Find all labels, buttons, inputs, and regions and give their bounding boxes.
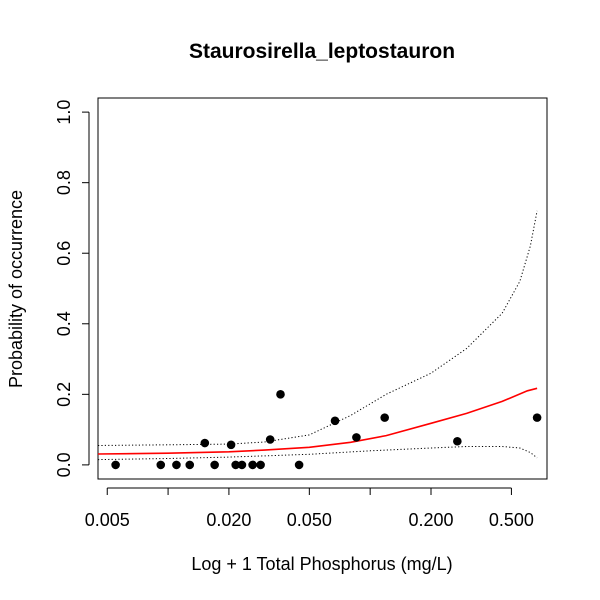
- data-point: [210, 460, 219, 470]
- x-tick-label: 0.020: [206, 510, 251, 530]
- data-point: [352, 433, 361, 442]
- data-point: [111, 460, 120, 470]
- data-point: [380, 413, 389, 422]
- y-tick-label: 0.2: [54, 382, 74, 407]
- data-point: [226, 440, 236, 450]
- chart-title: Staurosirella_leptostauron: [189, 40, 455, 63]
- fitted-line: [97, 387, 538, 455]
- data-point: [294, 460, 304, 470]
- data-point: [200, 438, 210, 448]
- y-tick-label: 0.8: [54, 170, 74, 195]
- data-point: [248, 460, 257, 470]
- y-tick-label: 0.0: [54, 452, 74, 477]
- y-tick-label: 0.6: [54, 241, 74, 266]
- x-axis: 0.005 0.020 0.050 0.200 0.500: [85, 487, 534, 530]
- data-point: [172, 460, 181, 470]
- y-tick-label: 1.0: [54, 100, 74, 125]
- data-point: [156, 460, 166, 470]
- x-tick-label: 0.005: [85, 510, 130, 530]
- upper-confidence-line: [97, 210, 538, 446]
- data-point: [276, 390, 285, 399]
- plot-frame: [97, 97, 548, 480]
- data-point: [330, 416, 340, 426]
- x-tick-label: 0.200: [408, 510, 453, 530]
- y-tick-label: 0.4: [54, 311, 74, 336]
- data-point: [231, 460, 240, 470]
- data-point: [453, 436, 462, 446]
- x-axis-label: Log + 1 Total Phosphorus (mg/L): [191, 554, 452, 574]
- data-point: [532, 413, 542, 422]
- data-point: [185, 460, 195, 470]
- data-point: [256, 460, 265, 470]
- x-tick-label: 0.050: [287, 510, 332, 530]
- x-tick-label: 0.500: [489, 510, 534, 530]
- fitted-curves: [97, 210, 538, 461]
- data-points: [111, 390, 542, 470]
- y-axis-label: Probability of occurrence: [6, 190, 26, 388]
- data-point: [265, 435, 275, 444]
- data-point: [237, 460, 247, 470]
- lower-confidence-line: [97, 446, 538, 461]
- y-axis: 0.0 0.2 0.4 0.6 0.8 1.0: [54, 100, 90, 477]
